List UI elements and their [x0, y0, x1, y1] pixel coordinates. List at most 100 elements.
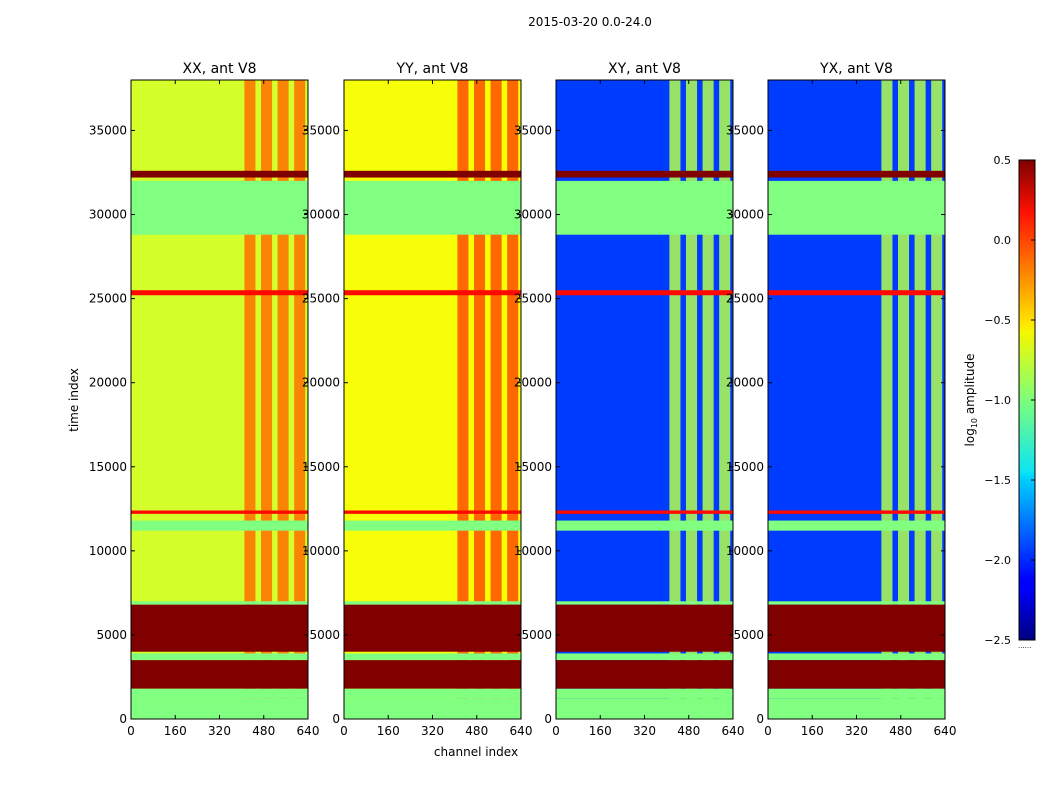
y-tick-label: 5000	[733, 628, 764, 642]
flag-band	[131, 170, 308, 178]
x-tick-label: 160	[589, 724, 612, 738]
x-tick-label: 320	[845, 724, 868, 738]
rfi-column	[719, 80, 731, 719]
y-tick-label: 5000	[309, 628, 340, 642]
x-tick-label: 480	[677, 724, 700, 738]
colorbar-tick-label: −2.5	[984, 634, 1011, 647]
flag-band	[344, 698, 521, 719]
flag-band	[131, 688, 308, 699]
y-tick-label: 35000	[726, 123, 764, 137]
y-tick-label: 35000	[89, 123, 127, 137]
y-tick-label: 0	[119, 712, 127, 726]
rfi-column	[685, 80, 698, 719]
colorbar-ticks: 0.5 0.0 −0.5 −1.0 −1.5 −2.0 −2.5	[984, 154, 1035, 647]
flag-band	[556, 653, 733, 661]
flag-band	[556, 170, 733, 178]
colorbar-tick-label: 0.5	[994, 154, 1012, 167]
x-tick-label: 0	[340, 724, 348, 738]
flag-band	[131, 290, 308, 296]
panel-title: XX, ant V8	[183, 61, 257, 77]
flag-band	[768, 601, 945, 605]
x-tick-label: 640	[510, 724, 533, 738]
y-tick-label: 5000	[96, 628, 127, 642]
y-tick-label: 10000	[514, 544, 552, 558]
heatmap-panels: XX, ant V8 0 160 320 480 640 0 5000 10000 15000 20…	[89, 61, 957, 738]
flag-band	[344, 601, 521, 605]
y-tick-label: 35000	[302, 123, 340, 137]
y-tick-label: 20000	[514, 376, 552, 390]
flag-band	[344, 604, 521, 652]
rfi-column	[897, 80, 910, 719]
flag-band	[556, 520, 733, 531]
flag-band	[768, 604, 945, 652]
y-tick-label: 15000	[726, 460, 764, 474]
x-tick-label: 320	[208, 724, 231, 738]
flag-band	[344, 170, 521, 178]
flag-band	[344, 180, 521, 235]
x-tick-label: 0	[552, 724, 560, 738]
flag-band	[768, 688, 945, 699]
y-tick-label: 20000	[89, 376, 127, 390]
flag-band	[344, 653, 521, 661]
x-tick-label: 640	[934, 724, 957, 738]
rfi-column	[702, 80, 714, 719]
y-tick-label: 20000	[726, 376, 764, 390]
panel-4: YX, ant V8 0 160 320 480 640 0 5000 10000 15000 20…	[726, 61, 957, 738]
flag-band	[556, 601, 733, 605]
x-tick-label: 480	[465, 724, 488, 738]
y-tick-label: 30000	[302, 208, 340, 222]
flag-band	[768, 653, 945, 661]
flag-band	[344, 660, 521, 689]
rfi-column	[244, 80, 256, 719]
colorbar-tick-label: −1.5	[984, 474, 1011, 487]
flag-band	[131, 698, 308, 719]
colorbar-footnote: ......	[1018, 642, 1031, 650]
flag-band	[131, 180, 308, 235]
flag-band	[131, 510, 308, 514]
y-tick-label: 25000	[726, 292, 764, 306]
flag-band	[556, 698, 733, 719]
y-tick-label: 10000	[302, 544, 340, 558]
colorbar-label-sub: 10	[970, 418, 979, 428]
colorbar-label-prefix: log	[963, 428, 977, 446]
x-tick-label: 480	[252, 724, 275, 738]
y-tick-label: 0	[756, 712, 764, 726]
rfi-column	[507, 80, 519, 719]
rfi-column	[881, 80, 893, 719]
y-tick-label: 15000	[514, 460, 552, 474]
flag-band	[344, 688, 521, 699]
flag-band	[768, 510, 945, 514]
flag-band	[131, 604, 308, 652]
y-axis-label: time index	[67, 368, 81, 432]
y-tick-label: 35000	[514, 123, 552, 137]
colorbar: 0.5 0.0 −0.5 −1.0 −1.5 −2.0 −2.5 log10 amplitu…	[963, 154, 1036, 650]
flag-band	[556, 510, 733, 514]
y-tick-label: 25000	[89, 292, 127, 306]
flag-band	[131, 660, 308, 689]
rfi-column	[914, 80, 926, 719]
y-tick-label: 30000	[514, 208, 552, 222]
y-tick-label: 25000	[302, 292, 340, 306]
flag-band	[556, 290, 733, 296]
flag-band	[768, 660, 945, 689]
colorbar-tick-label: 0.0	[994, 234, 1012, 247]
colorbar-label: log10 amplitude	[963, 354, 979, 447]
y-tick-label: 25000	[514, 292, 552, 306]
figure-suptitle: 2015-03-20 0.0-24.0	[528, 15, 652, 29]
flag-band	[556, 180, 733, 235]
rfi-column	[277, 80, 289, 719]
flag-band	[556, 660, 733, 689]
flag-band	[768, 170, 945, 178]
x-tick-label: 640	[297, 724, 320, 738]
panel-title: XY, ant V8	[608, 61, 681, 77]
y-tick-label: 0	[544, 712, 552, 726]
flag-band	[768, 180, 945, 235]
y-tick-label: 15000	[89, 460, 127, 474]
flag-band	[131, 601, 308, 605]
x-tick-label: 0	[764, 724, 772, 738]
panel-3: XY, ant V8 0 160 320 480 640 0 5000 10000 15000 20…	[514, 61, 745, 738]
panel-2: YY, ant V8 0 160 320 480 640 0 5000 10000 15000 20…	[302, 61, 533, 738]
colorbar-label-suffix: amplitude	[963, 354, 977, 418]
x-axis-label: channel index	[434, 745, 518, 759]
